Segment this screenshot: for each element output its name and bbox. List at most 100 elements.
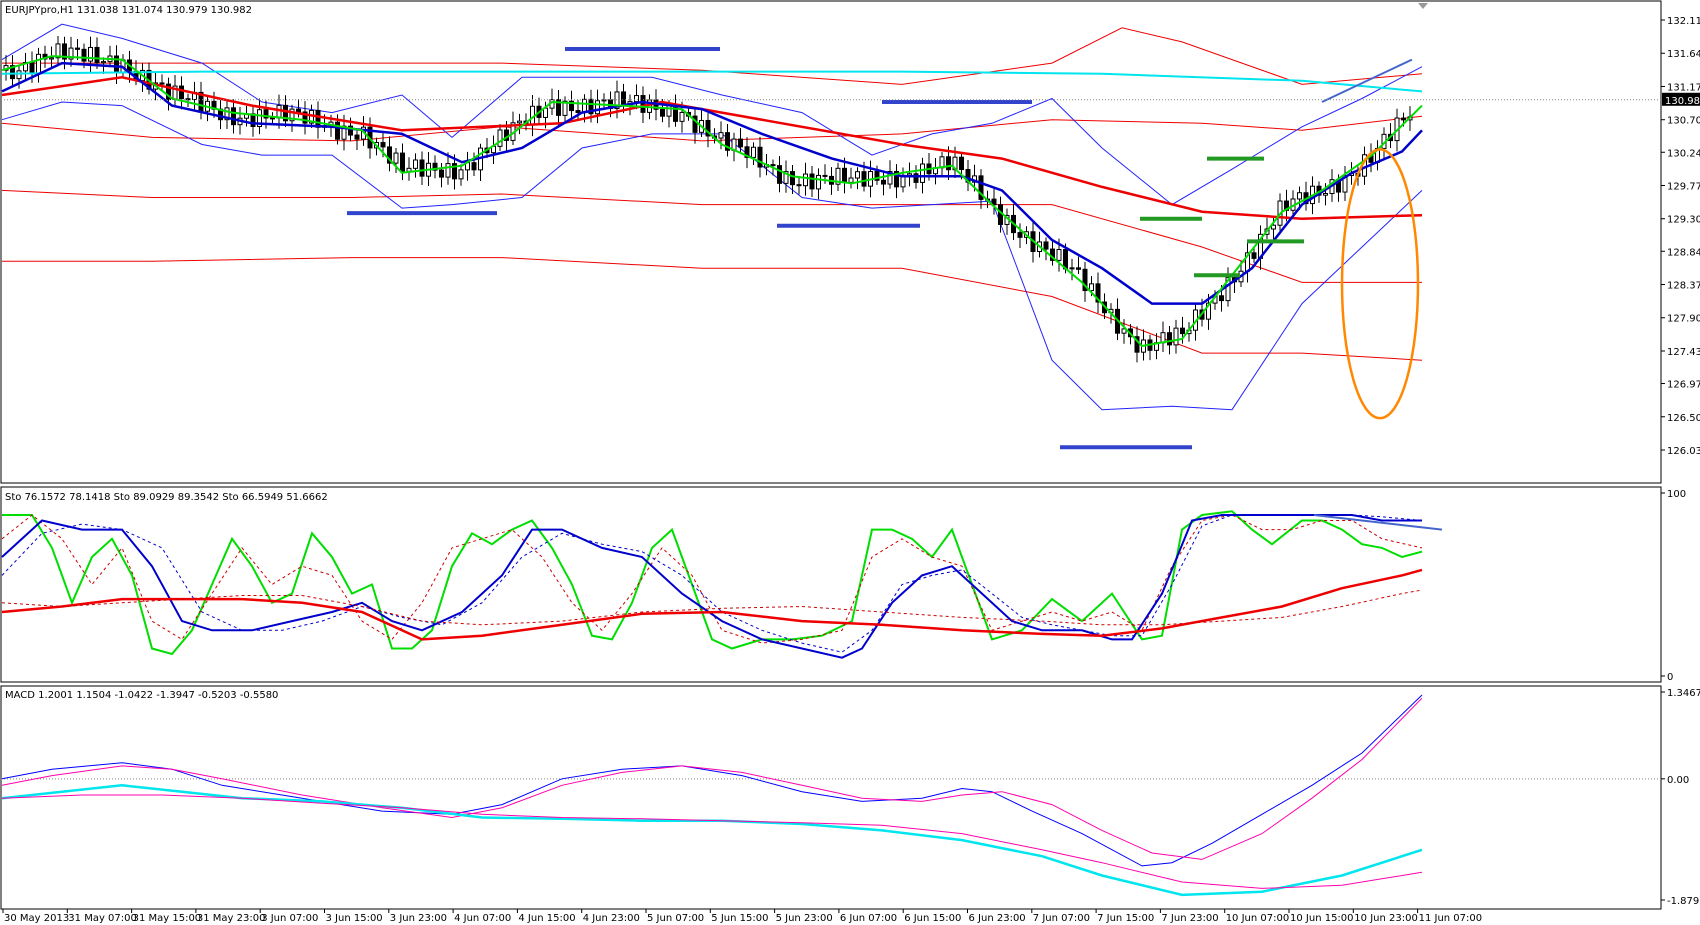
time-tick-label: 4 Jun 15:00 <box>518 913 575 924</box>
time-tick-label: 4 Jun 07:00 <box>454 913 511 924</box>
candle-body <box>718 132 724 139</box>
price-trendline <box>1321 58 1413 103</box>
stochastic-panel-frame <box>0 486 1662 683</box>
time-tick-label: 3 Jun 15:00 <box>326 913 383 924</box>
price-tick-label: 128.840 <box>1667 247 1700 258</box>
candle-body <box>1089 283 1094 292</box>
price-tick-label: 131.640 <box>1667 49 1700 60</box>
candle-body <box>471 162 477 171</box>
candle-body <box>562 100 568 116</box>
candle-body <box>835 167 841 185</box>
candle-body <box>55 43 61 59</box>
candle-body <box>1082 268 1088 292</box>
candle-body <box>816 174 821 190</box>
macd-tick-label: 1.3467 <box>1667 688 1700 699</box>
time-tick-label: 7 Jun 15:00 <box>1097 913 1154 924</box>
stochastic-line <box>1 589 1423 626</box>
time-tick-label: 11 Jun 07:00 <box>1419 913 1483 924</box>
candle-body <box>855 171 860 179</box>
candle-body <box>640 95 646 113</box>
candle-body <box>744 146 750 158</box>
candle-body <box>315 109 321 128</box>
stochastic-trendline <box>1313 514 1443 531</box>
macd-lines <box>1 694 1661 897</box>
blue-ma-line <box>1 61 1423 305</box>
candle-body <box>68 47 74 60</box>
candle-body <box>790 171 795 186</box>
time-tick-label: 31 May 07:00 <box>68 913 137 924</box>
candle-body <box>1323 193 1328 196</box>
candle-body <box>705 119 711 137</box>
macd-panel-frame <box>0 685 1662 910</box>
candle-body <box>796 184 802 187</box>
candle-body <box>439 169 444 178</box>
candle-body <box>257 109 262 127</box>
candle-body <box>725 132 730 151</box>
candle-body <box>159 82 165 85</box>
candle-body <box>1056 249 1062 261</box>
candle-body <box>1167 332 1172 346</box>
cyan-ma-line <box>1 70 1423 93</box>
time-tick-label: 3 Jun 07:00 <box>261 913 318 924</box>
price-moving-averages <box>1 55 1423 348</box>
price-tick-label: 126.500 <box>1667 413 1700 424</box>
price-header: EURJPYpro,H1 131.038 131.074 130.979 130… <box>5 5 252 16</box>
candle-body <box>62 43 67 60</box>
candle-body <box>822 174 828 177</box>
candle-body <box>1401 117 1406 121</box>
price-tick-label: 132.110 <box>1667 16 1700 27</box>
time-tick-label: 3 Jun 23:00 <box>390 913 447 924</box>
stochastic-line <box>1 514 1423 644</box>
time-tick-label: 6 Jun 15:00 <box>904 913 961 924</box>
macd-line <box>1 697 1423 860</box>
price-tick-label: 128.370 <box>1667 281 1700 292</box>
candle-body <box>1219 295 1224 302</box>
time-tick-label: 30 May 2013 <box>4 913 69 924</box>
candle-body <box>81 48 87 62</box>
last-price-box <box>1662 92 1700 106</box>
stochastic-tick-label: 0 <box>1667 672 1673 683</box>
candle-body <box>894 170 899 188</box>
candle-body <box>276 104 282 119</box>
stochastic-line <box>1 514 1422 659</box>
candle-body <box>270 117 275 120</box>
candle-body <box>335 121 340 140</box>
candle-body <box>1225 277 1231 302</box>
candle-body <box>419 159 425 177</box>
blue-band-line <box>1 101 1423 411</box>
time-tick-label: 4 Jun 23:00 <box>583 913 640 924</box>
candle-body <box>1342 174 1348 193</box>
candle-body <box>16 70 22 80</box>
candle-body <box>1069 267 1075 270</box>
stochastic-header: Sto 76.1572 78.1418 Sto 89.0929 89.3542 … <box>5 492 328 503</box>
red-band-line <box>1 189 1422 283</box>
candle-body <box>634 95 639 103</box>
price-tick-label: 129.300 <box>1667 215 1700 226</box>
price-tick-label: 127.430 <box>1667 347 1700 358</box>
candle-body <box>842 167 847 183</box>
candle-body <box>738 138 743 148</box>
candle-body <box>569 100 574 112</box>
macd-axis: 1.3467 0.00 -1.8792 <box>1661 688 1700 907</box>
stochastic-tick-label: 100 <box>1667 489 1686 500</box>
red-ma-line <box>1 76 1423 220</box>
candle-body <box>413 159 418 169</box>
candle-body <box>1043 241 1049 250</box>
candle-body <box>88 46 93 62</box>
candle-body <box>445 163 451 178</box>
candle-body <box>452 163 457 180</box>
candle-body <box>166 83 171 101</box>
candle-body <box>887 170 893 185</box>
candle-body <box>621 91 626 106</box>
macd-header: MACD 1.2001 1.1504 -1.0422 -1.3947 -0.52… <box>5 690 278 701</box>
green-ma-line <box>1 55 1423 348</box>
candle-body <box>283 104 288 122</box>
time-tick-label: 5 Jun 23:00 <box>776 913 833 924</box>
macd-line <box>1 694 1423 867</box>
time-tick-label: 5 Jun 07:00 <box>647 913 704 924</box>
macd-tick-label: 0.00 <box>1667 775 1689 786</box>
price-tick-label: 130.240 <box>1667 148 1700 159</box>
candle-body <box>29 62 35 74</box>
candle-body <box>354 134 360 140</box>
